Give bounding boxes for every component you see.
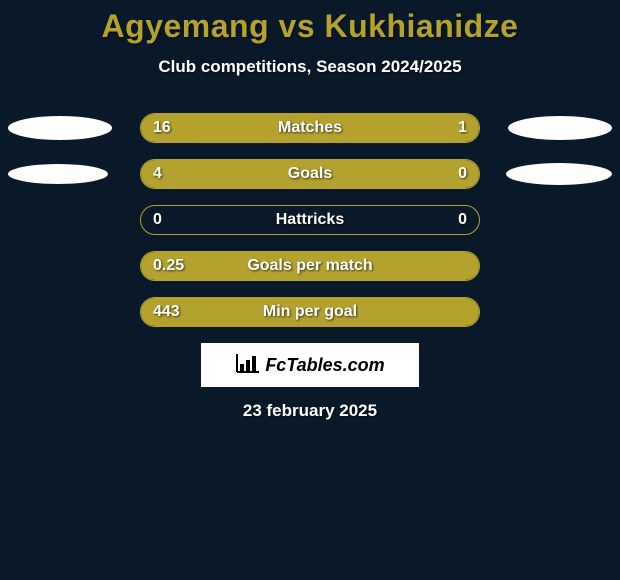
ellipse-right	[506, 163, 612, 185]
stat-value-right: 0	[458, 165, 467, 183]
page-title: Agyemang vs Kukhianidze	[0, 8, 620, 45]
stat-value-left: 4	[153, 165, 162, 183]
stat-value-left: 0.25	[153, 257, 184, 275]
ellipse-right	[508, 116, 612, 140]
stat-label: Hattricks	[141, 211, 479, 229]
bar-right-fill	[411, 160, 479, 188]
stat-value-right: 1	[458, 119, 467, 137]
logo-text: FcTables.com	[265, 355, 384, 376]
stat-row: 161Matches	[0, 113, 620, 143]
comparison-widget: Agyemang vs Kukhianidze Club competition…	[0, 0, 620, 421]
fctables-logo: FcTables.com	[201, 343, 419, 387]
bar-left-fill	[141, 298, 479, 326]
bar-left-fill	[141, 160, 411, 188]
ellipse-left	[8, 164, 108, 184]
bar-left-fill	[141, 252, 479, 280]
stat-row: 40Goals	[0, 159, 620, 189]
bar-track: 0.25Goals per match	[140, 251, 480, 281]
bar-track: 443Min per goal	[140, 297, 480, 327]
bar-left-fill	[141, 114, 411, 142]
bar-track: 0 0Hattricks	[140, 205, 480, 235]
bar-track: 40Goals	[140, 159, 480, 189]
stats-area: 161Matches40Goals00Hattricks0.25Goals pe…	[0, 113, 620, 327]
stat-value-left: 16	[153, 119, 171, 137]
stat-value-left: 443	[153, 303, 180, 321]
bar-chart-icon	[235, 352, 261, 379]
stat-value-right: 0	[458, 211, 467, 229]
stat-row: 0 0Hattricks	[0, 205, 620, 235]
stat-row: 0.25Goals per match	[0, 251, 620, 281]
bar-track: 161Matches	[140, 113, 480, 143]
stat-value-left: 0	[153, 211, 162, 229]
page-subtitle: Club competitions, Season 2024/2025	[0, 57, 620, 77]
ellipse-left	[8, 116, 112, 140]
bar-right-fill	[411, 114, 479, 142]
date-label: 23 february 2025	[0, 401, 620, 421]
stat-row: 443Min per goal	[0, 297, 620, 327]
